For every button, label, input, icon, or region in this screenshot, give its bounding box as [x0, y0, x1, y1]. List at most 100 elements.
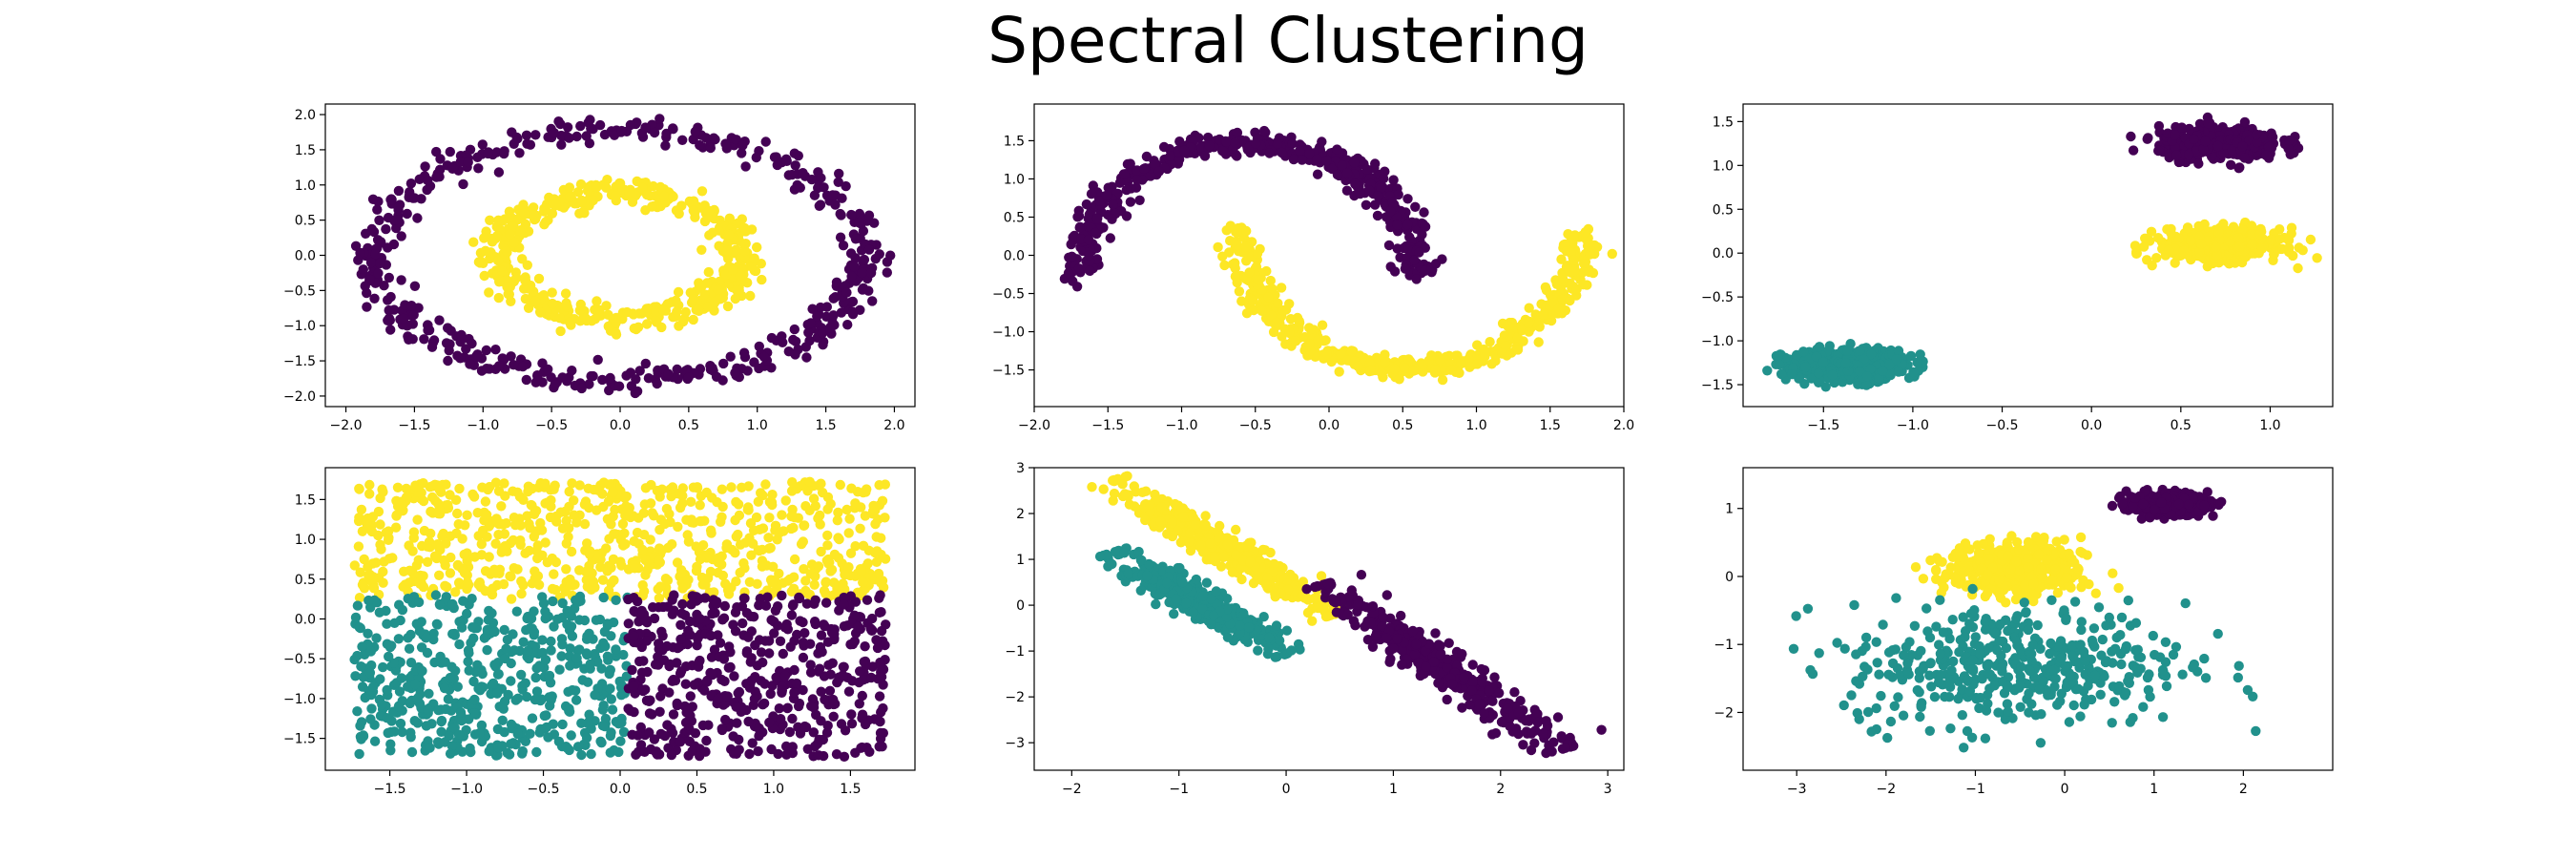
data-point-yellow [530, 296, 541, 307]
data-point-yellow [1248, 295, 1258, 306]
points-group [350, 114, 896, 399]
data-point-purple [846, 271, 857, 282]
data-point-yellow [1437, 374, 1448, 386]
data-point-purple [690, 126, 700, 137]
data-point-yellow [525, 523, 535, 534]
data-point-yellow [870, 505, 881, 515]
data-point-yellow [533, 579, 545, 590]
data-point-yellow [706, 528, 717, 538]
data-point-purple [750, 639, 760, 651]
data-point-yellow [579, 518, 591, 530]
data-point-yellow [1257, 305, 1267, 316]
data-point-yellow [735, 270, 746, 281]
data-point-teal [365, 646, 376, 657]
data-point-purple [1370, 158, 1381, 169]
data-point-yellow [480, 496, 491, 507]
y-tick-label: −0.5 [283, 283, 316, 299]
data-point-yellow [2288, 250, 2298, 262]
data-point-yellow [434, 484, 445, 494]
data-point-purple [707, 363, 717, 373]
data-point-yellow [479, 270, 489, 282]
data-point-purple [834, 168, 844, 179]
data-point-yellow [592, 182, 602, 193]
data-point-yellow [874, 480, 884, 491]
data-point-teal [545, 692, 556, 702]
data-point-yellow [691, 541, 701, 552]
data-point-teal [384, 651, 394, 662]
data-point-yellow [622, 306, 633, 318]
data-point-yellow [1578, 266, 1589, 278]
data-point-teal [385, 739, 396, 749]
data-point-purple [859, 254, 870, 265]
data-point-yellow [574, 480, 585, 491]
data-point-yellow [716, 516, 726, 527]
data-point-teal [598, 701, 609, 711]
y-tick-label: 2.0 [295, 108, 316, 123]
data-point-purple [1364, 185, 1375, 196]
data-point-purple [463, 157, 473, 168]
data-point-yellow [540, 478, 551, 489]
data-point-yellow [546, 501, 556, 512]
y-tick-label: 0.5 [295, 214, 316, 229]
data-point-purple [792, 629, 802, 640]
x-tick-label: 0.0 [2081, 418, 2102, 433]
data-point-purple [576, 383, 587, 394]
data-point-yellow [680, 306, 691, 318]
data-point-yellow [367, 512, 378, 522]
data-point-purple [575, 120, 586, 132]
data-point-teal [1877, 366, 1888, 376]
data-point-teal [378, 661, 388, 673]
data-point-purple [644, 708, 655, 719]
data-point-yellow [788, 583, 800, 594]
data-point-yellow [1285, 314, 1297, 325]
data-point-yellow [497, 265, 508, 277]
data-point-purple [490, 345, 501, 355]
data-point-yellow [683, 575, 694, 585]
data-point-yellow [391, 511, 402, 521]
data-point-purple [821, 302, 832, 312]
data-point-teal [395, 718, 406, 729]
data-point-purple [532, 370, 543, 381]
data-point-yellow [835, 479, 845, 491]
data-point-purple [812, 311, 822, 322]
data-point-teal [537, 647, 548, 659]
data-point-teal [611, 595, 621, 605]
data-point-yellow [431, 552, 443, 562]
data-point-purple [1317, 136, 1327, 147]
data-point-purple [876, 607, 886, 618]
data-point-purple [863, 285, 874, 296]
data-point-yellow [800, 585, 811, 597]
data-point-yellow [426, 506, 436, 517]
data-point-yellow [450, 587, 461, 597]
data-point-purple [455, 157, 466, 167]
data-point-yellow [1304, 339, 1315, 349]
data-point-purple [1420, 220, 1430, 232]
data-point-yellow [582, 185, 593, 197]
data-point-teal [393, 634, 405, 644]
data-point-teal [517, 745, 528, 757]
data-point-yellow [415, 570, 426, 581]
data-point-yellow [505, 229, 515, 240]
data-point-purple [409, 281, 421, 291]
data-point-yellow [780, 495, 791, 506]
data-point-yellow [2225, 236, 2235, 247]
data-point-purple [2237, 141, 2248, 152]
data-point-purple [435, 154, 446, 164]
data-point-yellow [1224, 247, 1235, 258]
data-point-purple [419, 334, 429, 345]
data-point-teal [529, 606, 539, 617]
data-point-yellow [549, 569, 559, 579]
data-point-yellow [721, 245, 733, 256]
data-point-purple [846, 209, 857, 220]
data-point-purple [740, 161, 751, 172]
subplot-4: −1.5 −1.0 −0.5 0.0 0.5 1.0 1.5−1.5−1.0−0.50.00… [283, 467, 916, 797]
data-point-yellow [2269, 248, 2279, 260]
data-point-yellow [487, 237, 498, 247]
data-point-yellow [510, 519, 521, 531]
data-point-yellow [1265, 275, 1277, 286]
data-point-purple [791, 678, 802, 689]
data-point-purple [819, 182, 829, 193]
data-point-yellow [1523, 318, 1534, 328]
data-point-purple [1337, 160, 1348, 171]
data-point-purple [846, 719, 858, 729]
